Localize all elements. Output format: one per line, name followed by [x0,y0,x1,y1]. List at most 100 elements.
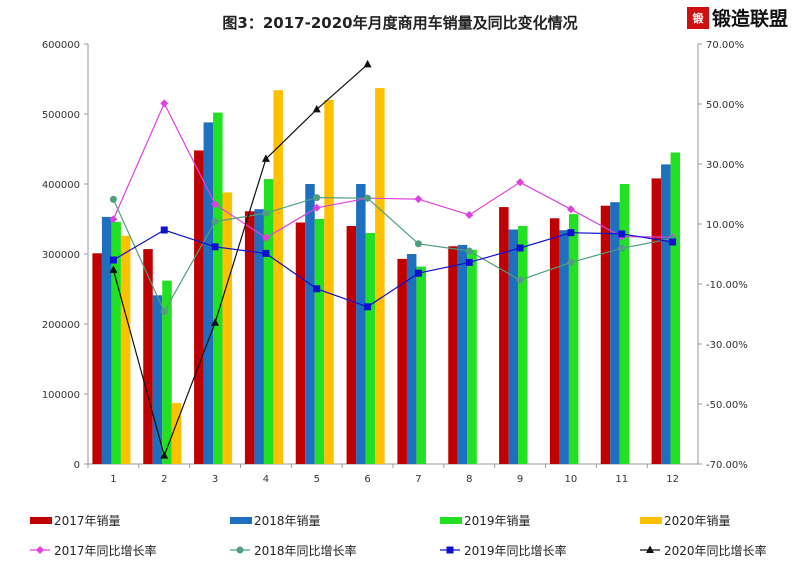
bar-2017年销量 [346,226,357,464]
bar-2018年销量 [101,216,112,464]
watermark-logo: 锻 [687,6,709,29]
watermark-text: 锻造联盟 [712,8,789,30]
legend-label: 2018年销量 [254,514,321,528]
bar-2017年销量 [143,249,153,464]
bar-2018年销量 [203,122,214,465]
line-2018年同比增长率 [112,196,673,313]
y-tick-label: 300000 [42,250,80,261]
legend-label: 2017年销量 [54,514,121,528]
point-2018年同比增长率 [160,308,168,316]
x-tick-label: 11 [615,474,628,485]
bar-2017年销量 [600,205,611,464]
legend-marker [646,545,654,553]
point-2019年同比增长率 [313,285,321,293]
point-2018年同比增长率 [414,240,422,248]
point-2019年同比增长率 [109,256,117,264]
point-2017年同比增长率 [261,233,270,242]
y2-tick-label: 30.00% [706,160,744,171]
point-2017年同比增长率 [465,211,474,219]
watermark: 锻 锻造联盟 [684,2,792,33]
point-2019年同比增长率 [516,244,524,252]
point-2019年同比增长率 [414,269,422,277]
y-tick-label: 100000 [42,390,80,401]
y2-tick-label: 70.00% [706,40,744,51]
point-2017年同比增长率 [516,178,525,187]
x-tick-label: 10 [565,474,578,485]
legend-swatch [30,517,52,524]
y-tick-label: 500000 [42,110,80,121]
legend-label: 2019年销量 [464,514,531,528]
x-tick-label: 8 [466,474,472,485]
x-tick-label: 12 [666,474,679,485]
point-2018年同比增长率 [109,195,117,203]
y-tick-label: 600000 [42,40,80,51]
y-tick-label: 0 [74,460,80,471]
point-2017年同比增长率 [414,195,423,204]
bar-2017年销量 [651,178,662,464]
point-2018年同比增长率 [211,218,219,226]
point-2017年同比增长率 [109,215,118,224]
point-2020年同比增长率 [160,451,169,459]
point-2020年同比增长率 [211,318,220,326]
point-2019年同比增长率 [211,243,219,251]
line-2017年同比增长率 [112,101,673,239]
bar-2019年销量 [111,221,121,464]
x-tick-label: 6 [364,474,370,485]
legend-label: 2019年同比增长率 [464,543,567,558]
legend-swatch [440,517,462,524]
x-tick-label: 2 [161,474,167,485]
point-2019年同比增长率 [262,249,270,257]
legend-marker [36,546,44,554]
point-2017年同比增长率 [312,203,321,212]
point-2018年同比增长率 [364,194,372,202]
bar-2018年销量 [559,230,569,464]
point-2018年同比增长率 [465,247,473,255]
y2-tick-label: -10.00% [706,280,748,291]
point-2019年同比增长率 [160,226,168,234]
point-2020年同比增长率 [363,59,372,68]
bar-2017年销量 [92,253,102,464]
line-2020年同比增长率 [112,63,368,458]
x-tick-label: 7 [415,474,421,485]
y2-tick-label: -50.00% [706,400,748,411]
y-tick-label: 200000 [42,320,80,331]
point-2019年同比增长率 [364,303,372,311]
bar-2020年销量 [324,100,334,464]
point-2018年同比增长率 [313,194,321,202]
y2-tick-label: -30.00% [706,340,748,351]
point-2017年同比增长率 [211,200,220,209]
bar-2020年销量 [222,192,233,464]
bar-2020年销量 [273,90,283,464]
bar-2019年销量 [314,219,325,464]
point-2019年同比增长率 [567,229,575,237]
point-2017年同比增长率 [566,205,575,214]
legend-marker [236,546,244,554]
point-2020年同比增长率 [312,104,321,113]
y2-tick-label: 50.00% [706,100,744,111]
x-tick-label: 4 [263,474,269,485]
bar-2018年销量 [457,244,468,464]
point-2020年同比增长率 [109,265,118,273]
legend-swatch [230,517,252,524]
legend-label: 2020年销量 [664,514,731,528]
y-tick-label: 400000 [42,180,80,191]
bar-2017年销量 [448,246,458,464]
y2-tick-label: 10.00% [706,220,744,231]
chart-title: 图3：2017-2020年月度商用车销量及同比变化情况 [222,14,577,32]
x-tick-label: 5 [314,474,320,485]
bar-2017年销量 [499,207,509,464]
point-2018年同比增长率 [618,244,626,252]
bar-2019年销量 [416,266,426,464]
point-2019年同比增长率 [669,238,677,246]
bar-2019年销量 [162,280,172,464]
bar-2020年销量 [171,403,182,464]
line-2019年同比增长率 [113,229,673,308]
bar-2018年销量 [254,209,264,464]
point-2018年同比增长率 [262,209,270,217]
bar-2019年销量 [365,233,376,464]
bar-2018年销量 [305,184,315,464]
bar-2018年销量 [661,164,671,464]
bar-2017年销量 [549,218,560,464]
